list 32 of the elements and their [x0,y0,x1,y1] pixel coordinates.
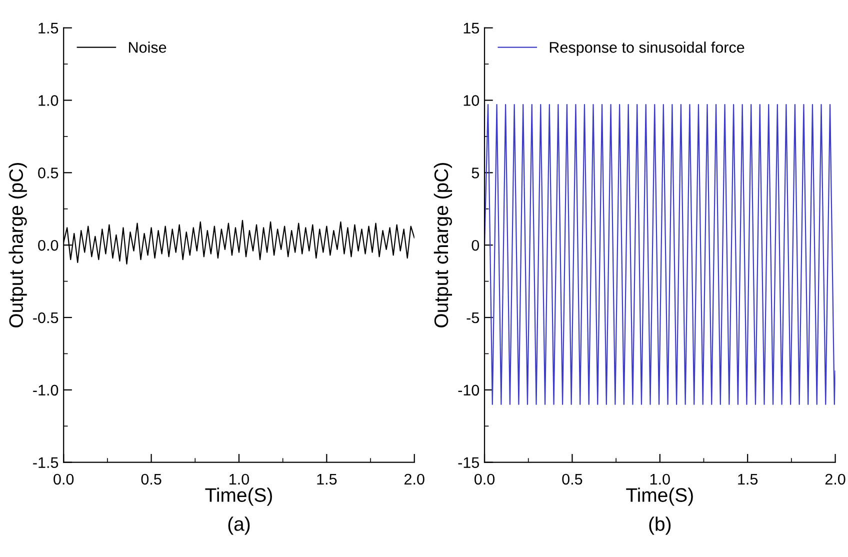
y-tick-label: 1.5 [38,22,58,34]
y-tick-label: -15 [458,457,480,468]
y-axis-title: Output charge (pC) [8,163,27,328]
x-tick-label: 1.0 [650,474,670,485]
x-tick-label: 0.5 [562,474,582,485]
y-tick-label: -1.0 [33,384,58,396]
y-tick-label: -5 [466,312,480,324]
x-tick-label: 1.5 [317,474,337,485]
y-tick-label: 0 [472,240,480,251]
text: (a) [228,516,250,535]
x-axis-title: Time(S) [205,488,272,506]
y-tick-label: 5 [472,168,480,178]
legend-label: Response to sinusoidal force [550,42,744,56]
y-tick-label: -10 [458,384,480,396]
y-tick-label: 0.5 [38,168,58,178]
legend-label: Noise [129,42,166,53]
line-series [484,104,836,405]
y-tick-label: 0.0 [38,240,58,251]
y-tick-label: -1.5 [33,457,58,468]
x-tick-label: 1.5 [738,474,758,485]
x-tick-label: 2.0 [825,474,846,485]
x-tick-label: 2.0 [404,474,424,485]
x-tick-label: 0.5 [141,474,162,485]
text: (b) [649,516,671,535]
y-tick-label: 10 [464,95,480,106]
x-axis-title: Time(S) [626,488,693,506]
x-tick-label: 1.0 [230,474,250,485]
x-tick-label: 0.0 [54,474,74,485]
y-axis-title: Output charge (pC) [434,163,452,328]
y-tick-label: 1.0 [38,95,58,106]
y-tick-label: 15 [464,22,480,34]
y-tick-label: -0.5 [33,312,58,324]
